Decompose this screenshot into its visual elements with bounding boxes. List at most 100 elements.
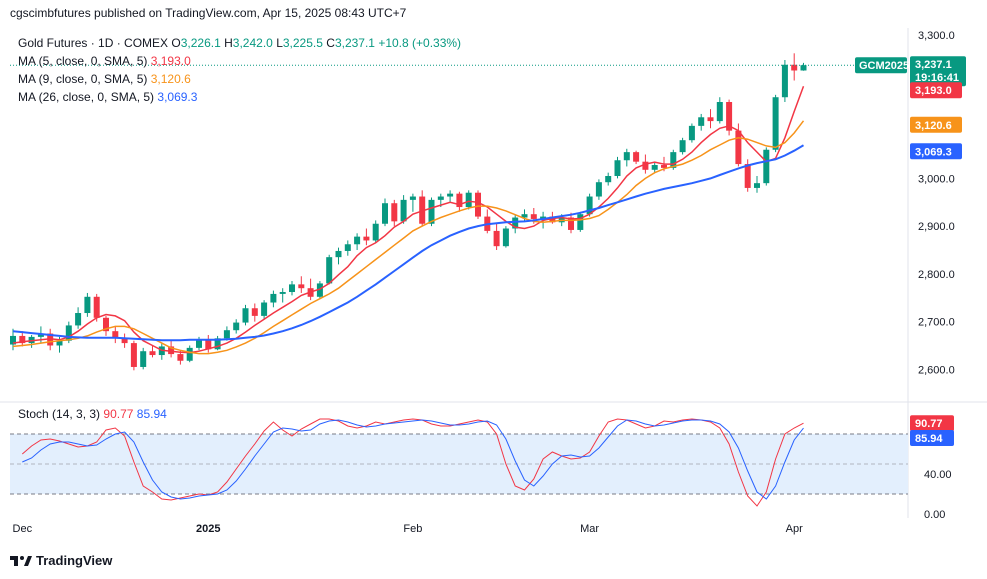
price-tick-label: 2,800.0: [918, 269, 955, 281]
candle: [214, 335, 221, 351]
chart-canvas[interactable]: 3,300.0 3,000.0 2,900.0 2,800.0 2,700.0 2,600…: [0, 28, 987, 548]
candle-body: [698, 117, 705, 126]
candle-body: [10, 335, 16, 345]
candle-body: [37, 333, 44, 337]
candle: [791, 53, 798, 81]
stoch-d-tag: 85.94: [915, 433, 943, 445]
candle: [688, 123, 695, 143]
candle-body: [121, 338, 128, 344]
candle-body: [726, 102, 733, 131]
candle: [716, 97, 723, 124]
footer-brand[interactable]: TradingView: [10, 553, 112, 568]
candle-body: [642, 161, 649, 170]
ma5-label: MA (5, close, 0, SMA, 5): [18, 54, 148, 68]
candle: [93, 293, 100, 322]
candle: [354, 233, 361, 250]
candle-body: [177, 354, 184, 361]
candle-body: [186, 347, 193, 361]
candle: [372, 220, 379, 243]
candle-body: [428, 199, 435, 224]
candle: [130, 340, 137, 371]
candle: [279, 288, 286, 303]
candle: [103, 315, 109, 336]
candle: [391, 199, 398, 227]
high-value: 3,242.0: [232, 36, 273, 50]
candle-body: [270, 293, 277, 303]
ma9-legend[interactable]: MA (9, close, 0, SMA, 5) 3,120.6: [18, 70, 461, 88]
ma9-line: [12, 120, 805, 355]
symbol-tag: GCM2025: [859, 60, 909, 72]
stoch-k-tag-bg: [910, 415, 954, 432]
candle: [763, 147, 770, 186]
candle-body: [540, 216, 547, 219]
candle-body: [744, 164, 751, 188]
open-value: 3,226.1: [180, 36, 221, 50]
candle: [456, 191, 463, 212]
price-tick-label: 2,700.0: [918, 317, 955, 329]
candle-body: [735, 130, 742, 165]
candle: [447, 190, 454, 203]
candle: [121, 333, 128, 348]
candle-body: [103, 317, 109, 332]
candle-body: [623, 152, 630, 161]
stoch-d-line: [22, 419, 804, 500]
stoch-band: [10, 433, 908, 495]
candle-body: [19, 335, 26, 344]
ma9-label: MA (9, close, 0, SMA, 5): [18, 72, 148, 86]
candle: [19, 331, 26, 347]
candle-body: [205, 339, 212, 350]
candle: [186, 345, 193, 363]
time-tick-label: Dec: [13, 523, 33, 535]
ma9-tag: 3,120.6: [915, 120, 952, 132]
candle-body: [530, 214, 537, 219]
candle-body: [549, 216, 556, 223]
candle-body: [326, 257, 333, 284]
candle: [298, 276, 305, 293]
candle: [605, 172, 612, 186]
candle-body: [447, 193, 454, 197]
candle-body: [233, 322, 240, 331]
candle-body: [344, 244, 351, 251]
candle: [707, 109, 714, 129]
candle-body: [586, 196, 593, 215]
candle-body: [614, 160, 621, 176]
candle: [633, 150, 640, 165]
candle: [335, 247, 342, 265]
candle-body: [298, 284, 305, 289]
stoch-d-tag-bg: [910, 430, 954, 447]
candle-body: [437, 196, 444, 200]
candle-body: [633, 152, 640, 162]
candle-body: [781, 64, 788, 98]
candle-body: [56, 340, 63, 346]
candle-body: [93, 296, 100, 318]
tradingview-logo-icon: [10, 555, 32, 566]
candle-body: [661, 165, 667, 168]
close-label: C: [326, 36, 335, 50]
moving-averages: [12, 85, 805, 355]
candle: [726, 99, 733, 136]
stoch-k-tag: 90.77: [915, 418, 943, 430]
stoch-tick-label: 0.00: [924, 509, 945, 521]
stoch-d-value: 85.94: [136, 407, 167, 421]
stoch-lines: [21, 418, 804, 507]
price-axis[interactable]: 3,300.0 3,000.0 2,900.0 2,800.0 2,700.0 2,600…: [918, 30, 955, 521]
time-axis[interactable]: Dec 2025 Feb Mar Apr: [13, 523, 804, 535]
candle: [409, 193, 416, 212]
candle-body: [670, 152, 677, 168]
candle-body: [75, 313, 82, 326]
candle-body: [140, 351, 147, 367]
candle-body: [130, 343, 137, 367]
ma26-line: [12, 144, 805, 342]
last-price-tag-bg: [910, 56, 966, 87]
candle: [595, 179, 602, 200]
candle-body: [605, 176, 612, 183]
publisher-line: cgscimbfutures published on TradingView.…: [10, 6, 407, 20]
ma26-tag: 3,069.3: [915, 146, 952, 158]
time-tick-label: Mar: [580, 523, 599, 535]
candle: [772, 94, 779, 153]
symbol-title[interactable]: Gold Futures · 1D · COMEX: [18, 36, 169, 50]
ma26-legend[interactable]: MA (26, close, 0, SMA, 5) 3,069.3: [18, 88, 461, 106]
ma5-legend[interactable]: MA (5, close, 0, SMA, 5) 3,193.0: [18, 52, 461, 70]
ma26-label: MA (26, close, 0, SMA, 5): [18, 90, 155, 104]
stoch-legend[interactable]: Stoch (14, 3, 3) 90.77 85.94: [18, 407, 167, 421]
